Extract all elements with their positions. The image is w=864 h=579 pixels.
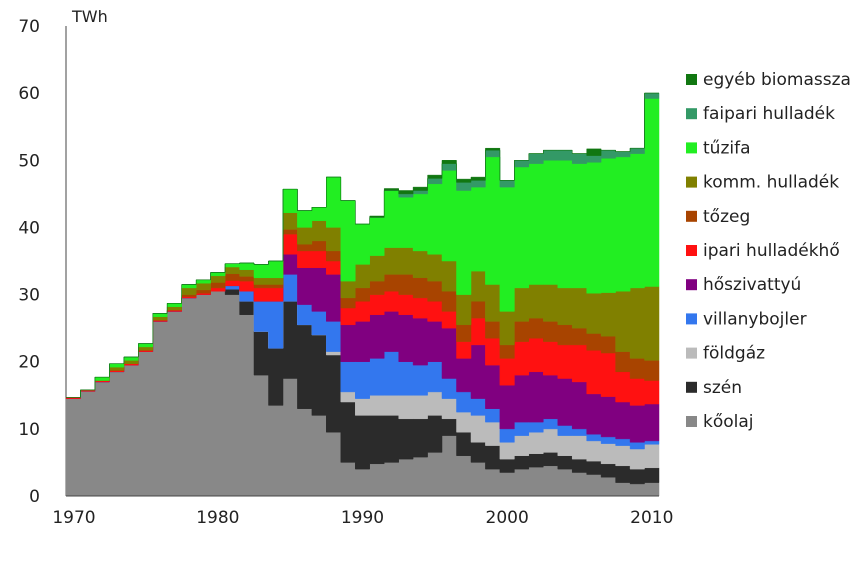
legend-swatch xyxy=(686,313,697,325)
legend-label: földgáz xyxy=(703,344,765,364)
x-axis: 1970 1980 1990 2000 2010 xyxy=(52,495,673,528)
legend-swatch xyxy=(686,245,697,256)
legend-label: tűzifa xyxy=(703,138,751,158)
legend-swatch xyxy=(686,381,697,393)
legend-swatch xyxy=(686,279,697,291)
legend-label: kőolaj xyxy=(703,412,754,432)
area-series-group xyxy=(65,92,660,497)
legend-label: komm. hulladék xyxy=(703,173,839,193)
legend-swatch xyxy=(686,416,697,427)
legend-swatch xyxy=(686,176,697,188)
area-series-10 xyxy=(66,92,659,398)
legend-swatch xyxy=(686,347,697,359)
y-tick-label: 40 xyxy=(18,218,40,238)
x-tick-label: 1990 xyxy=(341,508,384,528)
x-tick-label: 2010 xyxy=(630,508,673,528)
legend-label: hőszivattyú xyxy=(703,275,801,295)
legend-label: tőzeg xyxy=(703,207,750,227)
y-tick-label: 30 xyxy=(18,286,40,306)
legend-swatch xyxy=(686,74,697,85)
y-axis: 0 10 20 30 40 50 60 70 xyxy=(18,17,67,507)
y-tick-label: 60 xyxy=(18,84,40,104)
legend-label: villanybojler xyxy=(703,309,807,329)
legend-swatch xyxy=(686,210,697,222)
x-tick-label: 1980 xyxy=(196,508,239,528)
legend-label: szén xyxy=(703,378,742,398)
y-tick-label: 10 xyxy=(18,420,40,440)
legend-swatch xyxy=(686,142,697,154)
y-tick-label: 20 xyxy=(18,353,40,373)
y-tick-label: 50 xyxy=(18,151,40,171)
legend-swatch xyxy=(686,108,697,120)
legend: egyéb biomassza faipari hulladék tűzifa kom… xyxy=(686,70,851,432)
legend-label: egyéb biomassza xyxy=(703,70,851,90)
y-tick-label: 0 xyxy=(29,487,40,507)
y-tick-label: 70 xyxy=(18,17,40,37)
legend-label: faipari hulladék xyxy=(703,104,835,124)
y-axis-unit-label: TWh xyxy=(71,7,108,26)
x-tick-label: 1970 xyxy=(52,508,95,528)
legend-label: ipari hulladékhő xyxy=(703,241,840,261)
x-tick-label: 2000 xyxy=(486,508,529,528)
